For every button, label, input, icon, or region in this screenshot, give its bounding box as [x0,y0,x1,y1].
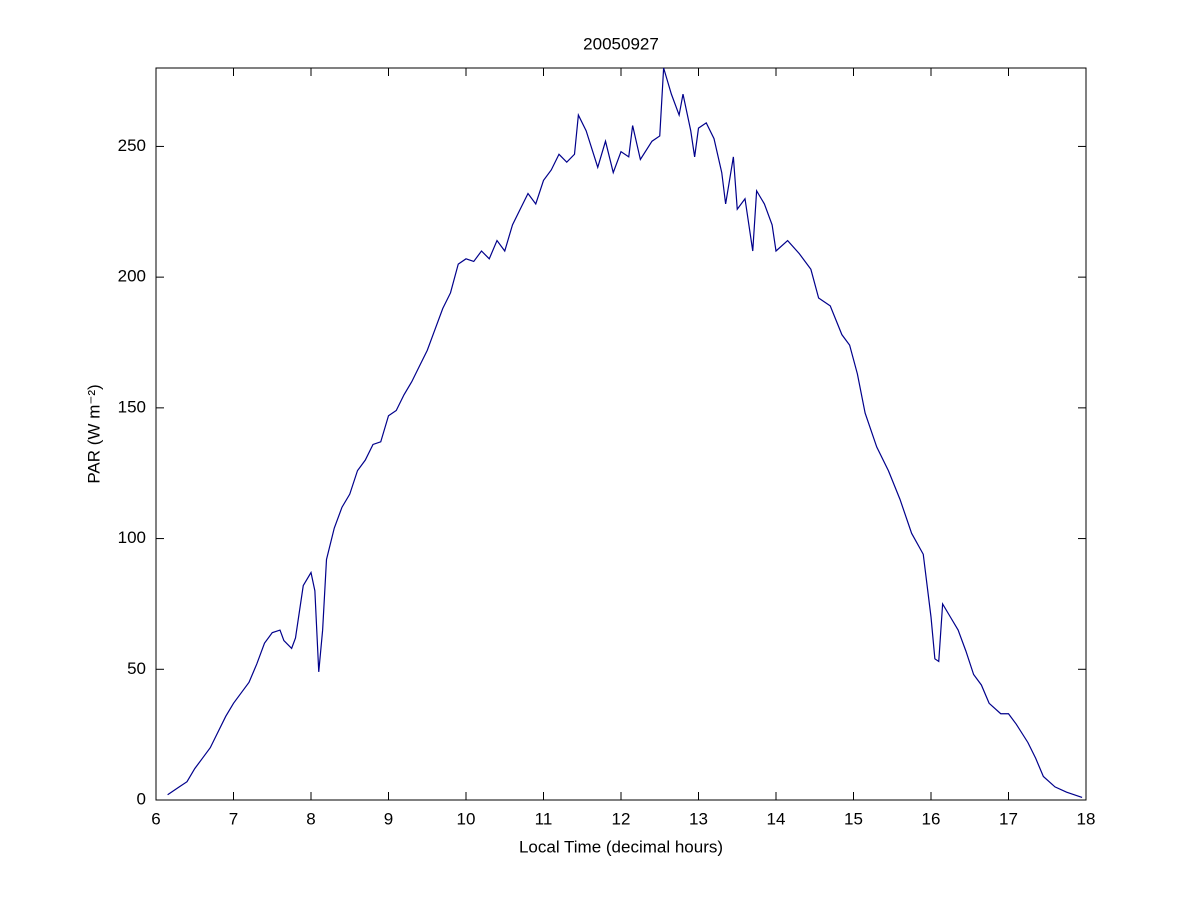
x-tick-label: 14 [767,809,786,828]
x-tick-label: 11 [535,809,553,828]
x-tick-label: 10 [457,809,476,828]
y-tick-label: 100 [118,528,146,547]
y-axis-label: PAR (W m⁻²) [84,384,103,483]
x-tick-label: 7 [229,809,238,828]
data-line [167,67,1083,798]
x-tick-label: 17 [999,809,1018,828]
y-tick-label: 200 [118,267,146,286]
plot-frame [155,67,1087,801]
y-tick-label: 0 [137,789,146,808]
x-tick-label: 16 [922,809,941,828]
x-tick-label: 13 [689,809,708,828]
x-tick-label: 12 [612,809,631,828]
y-tick-label: 250 [118,136,146,155]
chart-title: 20050927 [583,34,659,53]
x-axis-label: Local Time (decimal hours) [519,837,723,856]
x-tick-label: 6 [151,809,160,828]
x-tick-label: 8 [306,809,315,828]
x-tick-label: 9 [384,809,393,828]
y-tick-label: 50 [127,659,146,678]
x-tick-label: 18 [1077,809,1096,828]
y-tick-label: 150 [118,397,146,416]
x-tick-label: 15 [844,809,863,828]
